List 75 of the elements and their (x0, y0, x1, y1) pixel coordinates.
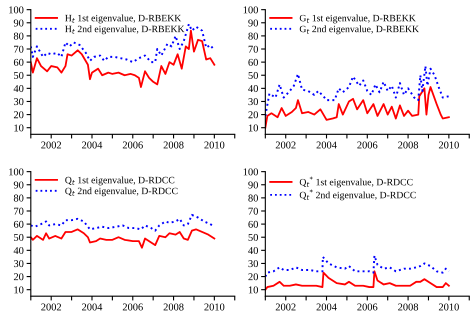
x-tick-label: 2004 (82, 142, 102, 149)
legend-label: G$_{t}$ 1st eigenvalue, D-RBEKK (300, 14, 416, 24)
y-tick-label: 30 (248, 260, 258, 268)
y-tick-label: 80 (248, 32, 258, 40)
y-tick-label: 80 (14, 194, 24, 202)
x-tick-label: 2010 (204, 142, 224, 149)
y-tick-label: 90 (14, 19, 24, 26)
y-tick-label: 50 (248, 72, 258, 79)
line-series (30, 214, 216, 232)
x-tick-label: 2002 (41, 303, 62, 311)
y-tick-label: 40 (14, 247, 24, 254)
x-tick-label: 2008 (164, 142, 184, 149)
y-tick-label: 30 (248, 98, 258, 106)
y-tick-label: 20 (14, 273, 24, 280)
y-tick-label: 60 (14, 220, 24, 228)
y-tick-label: 10 (14, 286, 24, 294)
y-tick-label: 20 (248, 273, 258, 280)
y-tick-label: 70 (248, 46, 258, 53)
legend-label: Q$_{t}$ 1st eigenvalue, D-RDCC (65, 176, 174, 186)
x-tick-label: 2006 (122, 303, 143, 311)
y-tick-label: 70 (248, 208, 258, 215)
y-tick-label: 40 (14, 85, 24, 92)
y-tick-label: 50 (14, 72, 24, 79)
y-tick-label: 100 (9, 6, 24, 14)
y-tick-label: 80 (14, 32, 24, 40)
y-tick-label: 100 (9, 168, 24, 176)
legend-label: G$_{t}$ 2nd eigenvalue, D-RBEKK (300, 25, 419, 34)
x-tick-label: 2010 (438, 303, 459, 311)
y-tick-label: 60 (248, 220, 258, 228)
legend-label: Q$_{t}$$^{*}$ 2nd eigenvalue, D-RDCC (300, 189, 416, 200)
x-tick-label: 2002 (276, 303, 296, 311)
line-series (30, 228, 216, 249)
y-tick-label: 30 (14, 98, 24, 106)
legend-label: Q$_{t}$$^{*}$ 1st eigenvalue, D-RDCC (300, 176, 413, 188)
y-tick-label: 10 (14, 124, 24, 132)
y-tick-label: 70 (14, 46, 24, 53)
x-tick-label: 2004 (316, 142, 337, 149)
y-tick-label: 40 (248, 247, 258, 254)
y-tick-label: 30 (14, 260, 24, 268)
line-series (30, 23, 216, 64)
y-tick-label: 20 (14, 111, 24, 118)
x-tick-label: 2002 (41, 142, 62, 149)
y-tick-label: 60 (248, 58, 258, 66)
line-series (265, 254, 450, 278)
y-tick-label: 10 (248, 124, 258, 132)
line-series (265, 86, 450, 129)
y-tick-label: 100 (244, 6, 258, 14)
y-tick-label: 50 (14, 234, 24, 241)
y-tick-label: 10 (248, 286, 258, 294)
x-tick-label: 2004 (82, 303, 102, 311)
x-tick-label: 2010 (204, 303, 224, 311)
x-tick-label: 2008 (398, 142, 418, 149)
x-tick-label: 2002 (276, 142, 296, 149)
y-tick-label: 80 (248, 194, 258, 202)
y-tick-label: 60 (14, 58, 24, 66)
x-tick-label: 2008 (398, 303, 418, 311)
legend-label: H$_{t}$ 2nd eigenvalue, D-RBEKK (65, 25, 184, 34)
x-tick-label: 2006 (122, 142, 143, 149)
x-tick-label: 2010 (438, 142, 459, 149)
line-series (265, 270, 450, 291)
y-tick-label: 70 (14, 208, 24, 215)
x-tick-label: 2006 (357, 142, 378, 149)
x-tick-label: 2006 (357, 303, 378, 311)
x-tick-label: 2004 (316, 303, 337, 311)
y-tick-label: 20 (248, 111, 258, 118)
line-series (265, 65, 450, 117)
x-tick-label: 2008 (164, 303, 184, 311)
y-tick-label: 90 (248, 181, 258, 188)
y-tick-label: 40 (248, 85, 258, 92)
y-tick-label: 100 (244, 168, 258, 176)
y-tick-label: 50 (248, 234, 258, 241)
y-tick-label: 90 (14, 181, 24, 188)
legend-label: H$_{t}$ 1st eigenvalue, D-RBEKK (65, 14, 182, 24)
y-tick-label: 90 (248, 19, 258, 26)
legend-label: Q$_{t}$ 2nd eigenvalue, D-RDCC (65, 187, 178, 196)
